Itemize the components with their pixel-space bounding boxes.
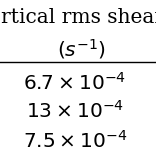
Text: $(s^{-1})$: $(s^{-1})$ [57, 37, 105, 61]
Text: $13 \times 10^{-4}$: $13 \times 10^{-4}$ [26, 100, 124, 122]
Text: $6.7 \times 10^{-4}$: $6.7 \times 10^{-4}$ [23, 72, 126, 94]
Text: $7.5 \times 10^{-4}$: $7.5 \times 10^{-4}$ [23, 129, 127, 151]
Text: rtical rms shear: rtical rms shear [1, 8, 156, 27]
